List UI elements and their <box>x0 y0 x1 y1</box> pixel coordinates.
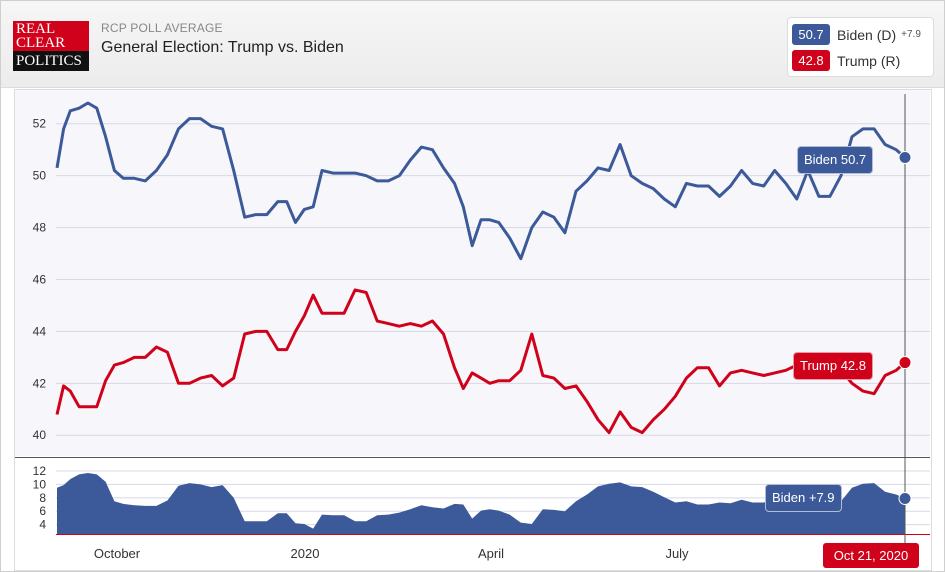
main-plot-bg <box>15 90 930 456</box>
spread-y-tick-label: 8 <box>39 491 46 505</box>
legend-label-biden: Biden (D) <box>837 26 897 43</box>
series-line-biden <box>55 101 906 261</box>
y-tick-label: 52 <box>33 117 47 131</box>
plot-area-border <box>14 89 932 571</box>
rcp-logo[interactable]: REAL CLEAR POLITICS <box>13 21 89 71</box>
legend-item-biden[interactable]: 50.7 Biden (D) +7.9 <box>792 23 921 46</box>
y-tick-label: 42 <box>33 376 47 390</box>
x-axis-ticks: October 2020 April July <box>94 546 689 561</box>
legend-label-trump: Trump (R) <box>837 52 901 69</box>
y-tick-label: 44 <box>33 324 47 338</box>
series-lines <box>55 101 906 435</box>
logo-line-2: CLEAR <box>16 35 66 51</box>
spread-area <box>57 473 905 534</box>
x-tick-label: 2020 <box>291 546 320 561</box>
spread-tooltip: Biden +7.9 <box>765 484 842 512</box>
y-tick-label: 40 <box>33 428 47 442</box>
legend-item-trump[interactable]: 42.8 Trump (R) <box>792 49 900 72</box>
y-tick-label: 46 <box>33 272 47 286</box>
logo-black-block <box>13 51 89 71</box>
header: REAL CLEAR POLITICS RCP POLL AVERAGE Gen… <box>1 1 944 88</box>
spread-y-tick-label: 6 <box>39 504 46 518</box>
x-tick-label: April <box>478 546 504 561</box>
series-line-trump <box>55 288 906 435</box>
x-tick-label: July <box>665 546 689 561</box>
spread-y-tick-label: 10 <box>33 477 47 491</box>
logo-line-3: POLITICS <box>16 53 82 69</box>
trump-tooltip: Trump 42.8 <box>793 352 873 380</box>
marker-trump <box>898 356 912 370</box>
legend: 50.7 Biden (D) +7.9 42.8 Trump (R) <box>787 17 934 77</box>
legend-spread-biden: +7.9 <box>901 29 921 40</box>
spread-y-tick-label: 4 <box>39 518 46 532</box>
chart-title: General Election: Trump vs. Biden <box>101 39 344 56</box>
spread-area-fill <box>57 473 905 534</box>
x-tick-label: October <box>94 546 141 561</box>
y-tick-label: 48 <box>33 221 47 235</box>
hover-markers <box>898 150 912 505</box>
logo-red-block <box>13 21 89 51</box>
legend-value-biden: 50.7 <box>792 24 830 45</box>
marker-biden <box>898 150 912 164</box>
logo-line-1: REAL <box>16 21 56 37</box>
chart-subtitle: RCP POLL AVERAGE <box>101 21 223 35</box>
y-tick-label: 50 <box>33 169 47 183</box>
biden-tooltip: Biden 50.7 <box>797 146 874 174</box>
marker-spread <box>898 492 912 505</box>
date-tooltip: Oct 21, 2020 <box>823 543 919 568</box>
spread-y-tick-label: 12 <box>33 464 47 478</box>
legend-value-trump: 42.8 <box>792 50 830 71</box>
